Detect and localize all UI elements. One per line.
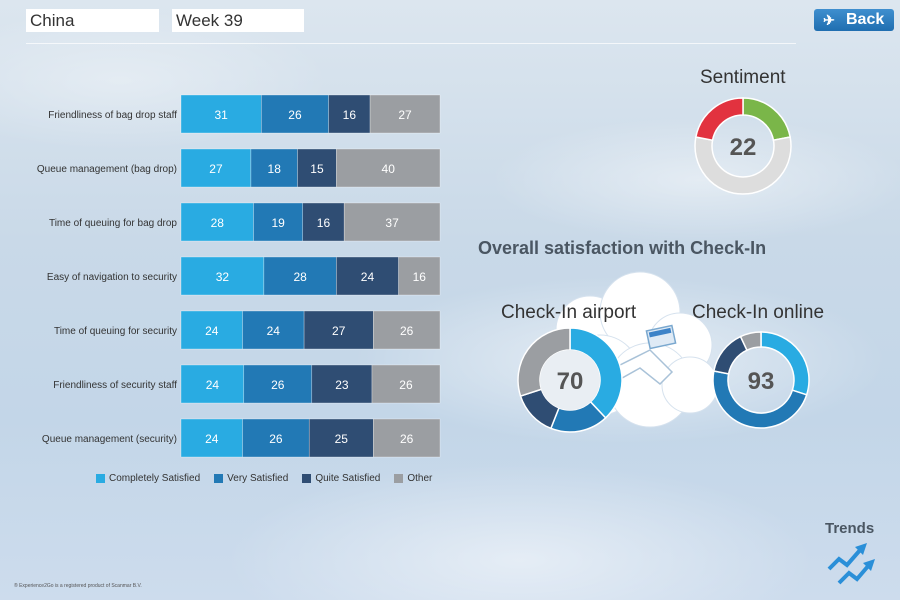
bar-value-label: 27 (332, 324, 346, 338)
bar-value-label: 27 (398, 108, 412, 122)
checkin-online-donut-segment (712, 335, 748, 375)
legend-swatch (214, 474, 224, 483)
bar-value-label: 31 (214, 108, 228, 122)
bar-segment (243, 364, 313, 404)
legend-label: Very Satisfied (227, 473, 289, 484)
bar-segment (263, 256, 337, 296)
bar-segment (398, 256, 441, 296)
checkin-online-title: Check-In online (692, 302, 825, 323)
donut-center (540, 350, 600, 410)
bar-segment (180, 94, 262, 134)
trends-label: Trends (825, 520, 875, 537)
bar-value-label: 16 (413, 270, 427, 284)
category-label: Queue management (security) (42, 434, 177, 445)
checkin-airport-title: Check-In airport (501, 302, 637, 323)
bar-segment (180, 256, 265, 296)
bar-value-label: 26 (400, 324, 414, 338)
bar-value-label: 15 (310, 162, 324, 176)
overall-satisfaction-title: Overall satisfaction with Check-In (478, 238, 767, 258)
category-label: Friendliness of bag drop staff (48, 110, 177, 121)
checkin-online-donut-segment (712, 370, 808, 429)
checkin-airport-value: 70 (557, 368, 584, 395)
bar-segment (373, 310, 441, 350)
checkin-airport-donut-segment (517, 327, 571, 398)
category-label: Queue management (bag drop) (37, 164, 177, 175)
bar-value-label: 28 (211, 216, 225, 230)
category-label: Easy of navigation to security (47, 272, 177, 283)
week-field[interactable]: Week 39 (172, 9, 304, 32)
category-label: Time of queuing for bag drop (49, 218, 177, 229)
bar-value-label: 26 (271, 378, 285, 392)
bar-value-label: 24 (205, 324, 219, 338)
footnote: ® Experience2Go is a registered product … (14, 583, 142, 589)
legend-label: Quite Satisfied (315, 473, 381, 484)
checkin-online-value: 93 (748, 368, 775, 395)
bar-value-label: 37 (385, 216, 399, 230)
bar-segment (242, 310, 305, 350)
airplane-icon: ✈ (823, 12, 835, 28)
header-divider (26, 43, 796, 44)
bar-value-label: 25 (335, 432, 349, 446)
bar-segment (253, 202, 303, 242)
bar-segment (308, 418, 374, 458)
checkin-online-donut-segment (739, 331, 762, 352)
bar-value-label: 18 (268, 162, 282, 176)
bar-value-label: 24 (206, 378, 220, 392)
bar-value-label: 19 (271, 216, 285, 230)
bar-value-label: 24 (267, 324, 281, 338)
legend-swatch (96, 474, 105, 483)
bar-segment (336, 256, 399, 296)
category-label: Time of queuing for security (54, 326, 177, 337)
sentiment-title: Sentiment (700, 67, 786, 88)
category-label: Friendliness of security staff (53, 380, 177, 391)
bar-value-label: 26 (399, 378, 413, 392)
trends-icon (827, 543, 875, 585)
bar-value-label: 26 (269, 432, 283, 446)
sentiment-value: 22 (730, 134, 757, 161)
bar-value-label: 24 (361, 270, 375, 284)
bar-value-label: 28 (293, 270, 307, 284)
legend-swatch (302, 474, 312, 483)
bar-segment (242, 418, 310, 458)
bar-segment (369, 94, 441, 134)
sentiment-donut-segment (694, 136, 792, 195)
bar-segment (180, 364, 245, 404)
bar-segment (371, 364, 441, 404)
bar-segment (343, 202, 441, 242)
bar-value-label: 32 (216, 270, 230, 284)
bar-segment (336, 148, 441, 188)
sentiment-donut-segment (694, 97, 744, 142)
legend-item: Other (394, 473, 432, 484)
bar-segment (250, 148, 298, 188)
bar-value-label: 40 (382, 162, 396, 176)
bar-segment (303, 310, 374, 350)
legend-item: Completely Satisfied (96, 473, 200, 484)
legend-item: Very Satisfied (214, 473, 288, 484)
bar-value-label: 26 (400, 432, 414, 446)
bar-segment (373, 418, 441, 458)
bar-segment (297, 148, 337, 188)
legend-swatch (394, 474, 404, 483)
legend-label: Other (407, 473, 433, 484)
bar-segment (261, 94, 329, 134)
bar-segment (180, 148, 252, 188)
back-label: Back (846, 11, 885, 28)
back-button[interactable]: ✈ Back (814, 9, 894, 31)
bar-value-label: 26 (288, 108, 302, 122)
legend-item: Quite Satisfied (302, 473, 380, 484)
bar-segment (302, 202, 345, 242)
bar-value-label: 27 (209, 162, 223, 176)
bar-value-label: 16 (317, 216, 331, 230)
trends-button[interactable]: Trends (825, 520, 875, 593)
bar-segment (180, 202, 254, 242)
bar-segment (180, 418, 243, 458)
legend-label: Completely Satisfied (109, 473, 201, 484)
bar-value-label: 24 (205, 432, 219, 446)
country-field[interactable]: China (26, 9, 159, 32)
bar-value-label: 23 (335, 378, 349, 392)
chart-legend: Completely Satisfied Very Satisfied Quit… (96, 473, 432, 484)
bar-value-label: 16 (343, 108, 357, 122)
